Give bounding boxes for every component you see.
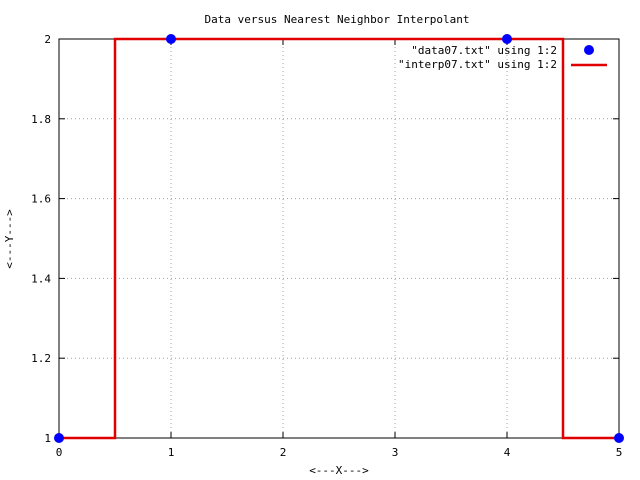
x-tick-label: 4 [504,446,511,459]
axis-ticks [58,38,620,439]
x-tick-label: 3 [392,446,399,459]
y-tick-labels: 1 1.2 1.4 1.6 1.8 2 [31,33,51,445]
data-point [54,433,64,443]
y-tick-label: 1.2 [31,352,51,365]
y-tick-label: 1.4 [31,272,51,285]
y-tick-label: 2 [44,33,51,46]
x-tick-label: 5 [616,446,623,459]
data-point [614,433,624,443]
data-point [166,34,176,44]
x-tick-label: 1 [168,446,175,459]
y-tick-label: 1 [44,432,51,445]
y-tick-label: 1.6 [31,193,51,206]
interpolant-line [59,37,619,440]
legend: "data07.txt" using 1:2"interp07.txt" usi… [398,44,607,71]
y-axis-label: <---Y---> [3,209,16,269]
legend-label: "data07.txt" using 1:2 [411,44,557,57]
data-point [502,34,512,44]
x-tick-label: 2 [280,446,287,459]
x-axis-label: <---X---> [309,464,369,477]
plot-frame [58,38,620,439]
x-tick-labels: 0 1 2 3 4 5 [56,446,623,459]
series-layer [54,34,624,443]
chart-title: Data versus Nearest Neighbor Interpolant [205,13,470,26]
legend-label: "interp07.txt" using 1:2 [398,58,557,71]
legend-point-swatch [584,45,594,55]
grid-lines [59,39,619,438]
x-tick-label: 0 [56,446,63,459]
y-tick-label: 1.8 [31,113,51,126]
